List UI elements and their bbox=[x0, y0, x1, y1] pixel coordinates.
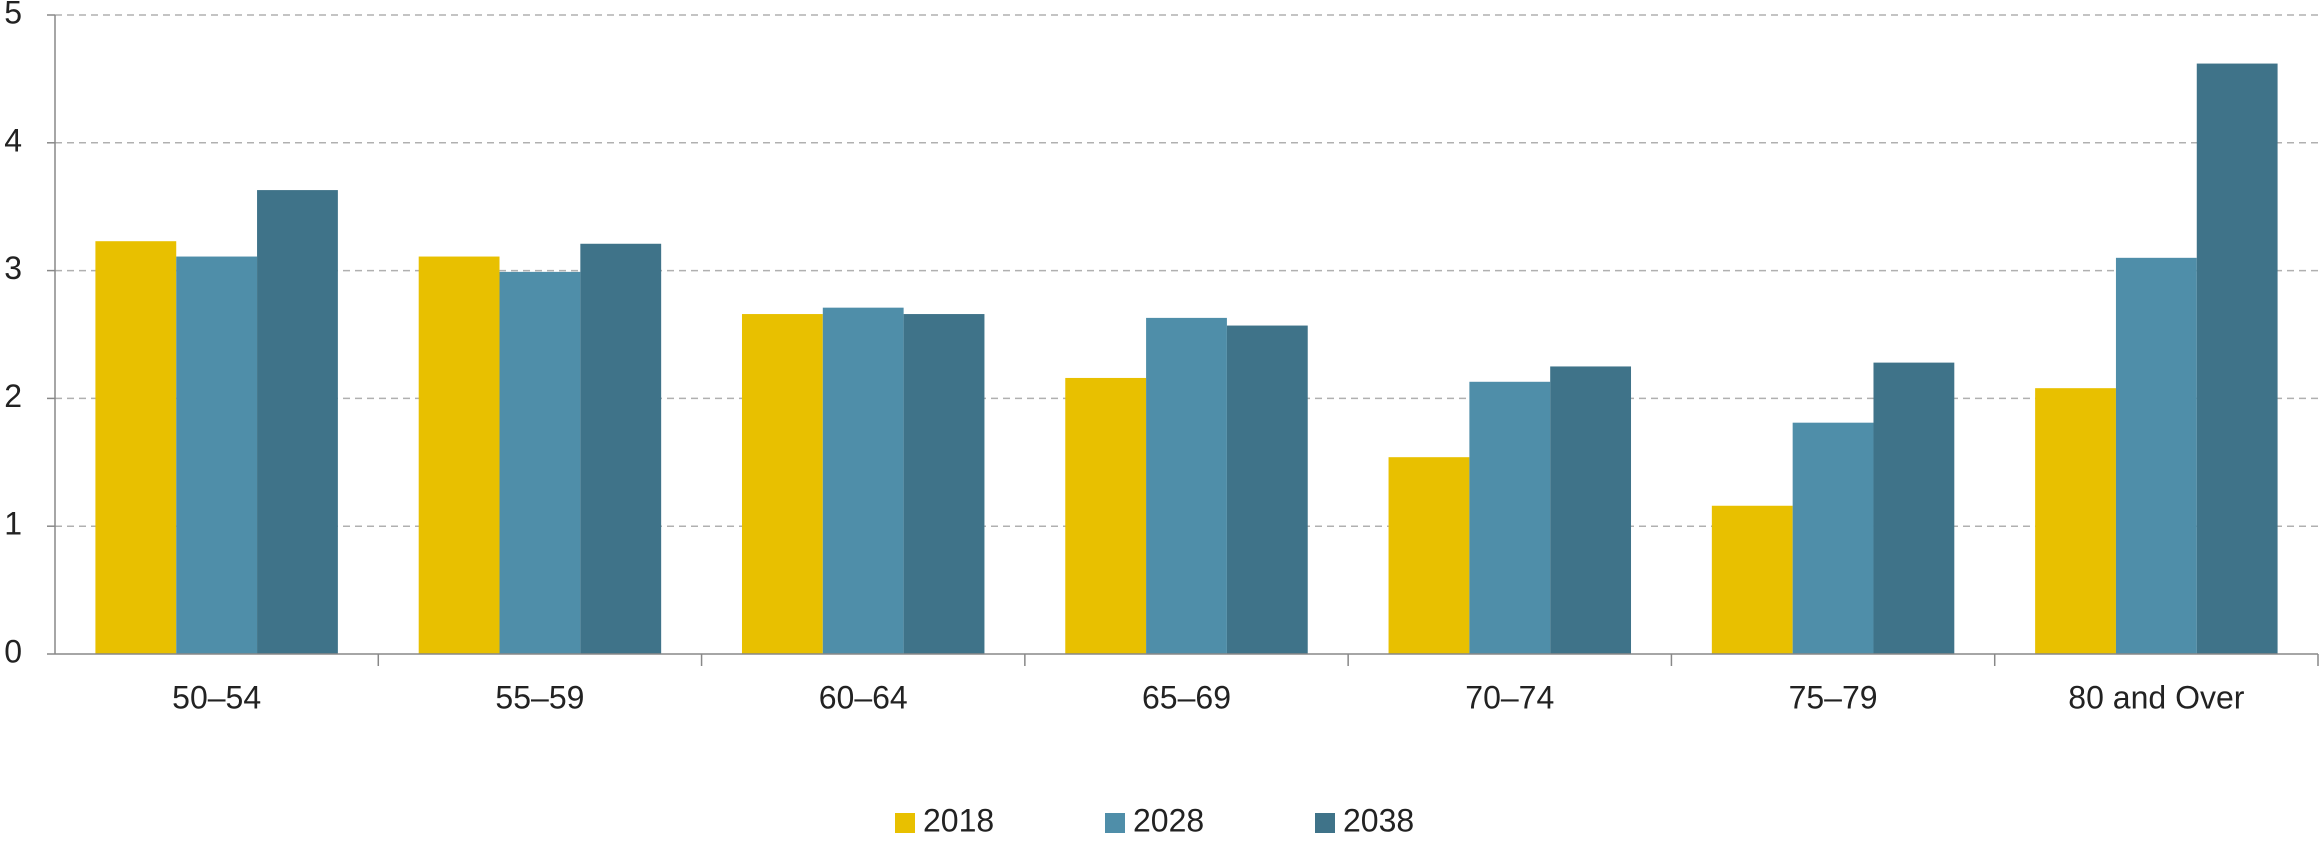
y-tick-label: 4 bbox=[4, 122, 22, 158]
legend-label: 2038 bbox=[1343, 802, 1414, 838]
legend-swatch bbox=[895, 813, 915, 833]
legend-swatch bbox=[1315, 813, 1335, 833]
x-tick-label: 50–54 bbox=[172, 679, 261, 715]
bar bbox=[1065, 377, 1147, 654]
bar bbox=[1550, 366, 1632, 654]
bar bbox=[1226, 325, 1308, 654]
y-tick-label: 5 bbox=[4, 0, 22, 30]
x-tick-label: 65–69 bbox=[1142, 679, 1231, 715]
bar bbox=[741, 314, 823, 654]
y-tick-label: 1 bbox=[4, 506, 22, 542]
bar bbox=[499, 271, 581, 654]
bar bbox=[903, 314, 985, 654]
bar bbox=[822, 307, 904, 654]
bar bbox=[2196, 63, 2278, 654]
bar bbox=[257, 190, 338, 654]
x-tick-label: 80 and Over bbox=[2068, 679, 2244, 715]
x-tick-label: 55–59 bbox=[495, 679, 584, 715]
bar bbox=[2035, 388, 2116, 654]
legend-swatch bbox=[1105, 813, 1125, 833]
x-tick-label: 75–79 bbox=[1789, 679, 1878, 715]
y-tick-label: 2 bbox=[4, 378, 22, 414]
bar bbox=[1711, 505, 1793, 654]
x-tick-label: 60–64 bbox=[819, 679, 908, 715]
bar bbox=[176, 256, 258, 654]
bar bbox=[1792, 422, 1874, 654]
x-tick-label: 70–74 bbox=[1465, 679, 1554, 715]
bar bbox=[1146, 317, 1227, 654]
bar bbox=[1388, 457, 1470, 654]
legend-label: 2028 bbox=[1133, 802, 1204, 838]
bar bbox=[95, 241, 177, 654]
bar bbox=[2115, 257, 2197, 654]
bar bbox=[1873, 362, 1955, 654]
legend-label: 2018 bbox=[923, 802, 994, 838]
y-tick-label: 0 bbox=[4, 633, 22, 669]
y-tick-label: 3 bbox=[4, 250, 22, 286]
bar bbox=[580, 243, 662, 654]
bar bbox=[418, 256, 500, 654]
bar bbox=[1469, 381, 1551, 654]
